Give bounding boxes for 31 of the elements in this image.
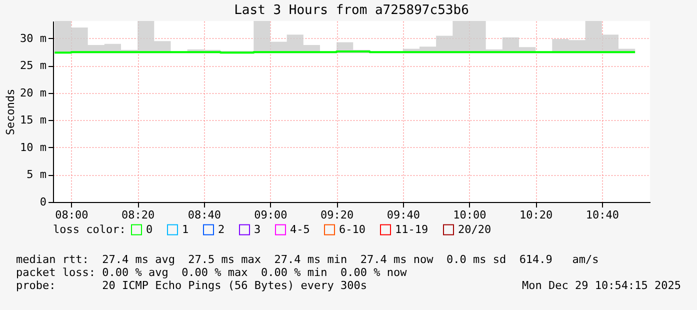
x-tick-label: 08:00 bbox=[55, 208, 88, 222]
x-tick-label: 09:00 bbox=[254, 208, 288, 222]
x-tick-label: 10:20 bbox=[520, 208, 553, 222]
legend-label: 3 bbox=[254, 222, 261, 236]
x-tick-label: 08:40 bbox=[188, 208, 221, 222]
legend-title: loss color: bbox=[53, 223, 126, 236]
y-tick-label: 0 bbox=[40, 196, 46, 208]
y-tick-label: 5 m bbox=[26, 168, 47, 182]
x-tick-label: 09:20 bbox=[320, 208, 354, 222]
legend-label: 0 bbox=[146, 222, 153, 236]
y-tick-label: 25 m bbox=[20, 59, 47, 72]
x-tick-label: 10:40 bbox=[586, 208, 619, 222]
legend-label: 2 bbox=[218, 222, 225, 236]
x-tick-label: 10:00 bbox=[453, 208, 486, 222]
y-tick-label: 30 m bbox=[20, 32, 47, 45]
y-axis-title: Seconds bbox=[4, 88, 18, 136]
legend-label: 6-10 bbox=[339, 222, 366, 236]
y-tick-label: 20 m bbox=[20, 86, 47, 100]
x-tick-label: 08:20 bbox=[122, 208, 155, 222]
y-tick-label: 10 m bbox=[20, 140, 47, 154]
y-tick-label: 15 m bbox=[20, 114, 47, 127]
text: packet loss: 0.00 % avg 0.00 % max 0.00 % min 0.00 % now bbox=[16, 266, 408, 279]
text: probe: 20 ICMP Echo Pings (56 Bytes) every 300s bbox=[16, 279, 367, 292]
legend-label: 11-19 bbox=[395, 222, 428, 236]
chart-title: Last 3 Hours from a725897c53b6 bbox=[234, 3, 469, 18]
text: Mon Dec 29 10:54:15 2025 bbox=[522, 279, 681, 292]
legend-label: 4-5 bbox=[290, 222, 310, 236]
x-tick-label: 09:40 bbox=[386, 208, 420, 222]
legend-label: 20/20 bbox=[458, 222, 492, 236]
legend-label: 1 bbox=[182, 222, 189, 236]
text: median rtt: 27.4 ms avg 27.5 ms max 27.4 ms min 27.4 ms now 0.0 ms sd 614.9 am/s bbox=[16, 253, 600, 266]
